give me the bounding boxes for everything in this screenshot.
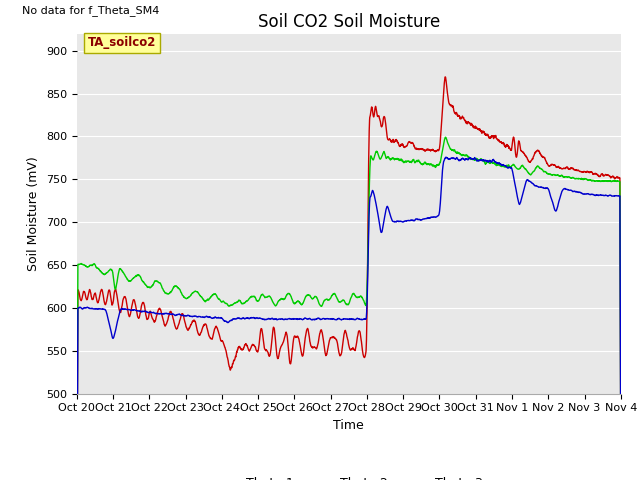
Theta 1: [442, 74, 449, 80]
Theta 1: [607, 174, 614, 180]
Theta 2: [282, 295, 289, 301]
X-axis label: Time: Time: [333, 419, 364, 432]
Theta 2: [167, 289, 175, 295]
Theta 1: [282, 331, 289, 337]
Theta 2: [607, 178, 614, 184]
Theta 1: [548, 161, 556, 167]
Line: Theta 3: Theta 3: [77, 157, 621, 480]
Theta 3: [607, 192, 614, 198]
Theta 2: [135, 272, 143, 278]
Theta 2: [305, 292, 313, 298]
Text: No data for f_Theta_SM4: No data for f_Theta_SM4: [22, 5, 160, 16]
Theta 1: [305, 332, 313, 337]
Theta 2: [442, 134, 449, 140]
Theta 2: [617, 445, 625, 451]
Theta 3: [135, 308, 143, 314]
Theta 1: [167, 309, 175, 315]
Theta 3: [305, 316, 313, 322]
Theta 3: [617, 454, 625, 460]
Theta 3: [442, 154, 450, 160]
Theta 3: [282, 316, 289, 322]
Theta 3: [167, 312, 175, 317]
Title: Soil CO2 Soil Moisture: Soil CO2 Soil Moisture: [258, 12, 440, 31]
Legend: Theta 1, Theta 2, Theta 3: Theta 1, Theta 2, Theta 3: [210, 472, 488, 480]
Theta 3: [548, 197, 556, 203]
Y-axis label: Soil Moisture (mV): Soil Moisture (mV): [28, 156, 40, 271]
Theta 2: [548, 172, 556, 178]
Line: Theta 2: Theta 2: [77, 137, 621, 480]
Theta 1: [617, 444, 625, 450]
Line: Theta 1: Theta 1: [77, 77, 621, 480]
Theta 1: [135, 315, 143, 321]
Text: TA_soilco2: TA_soilco2: [88, 36, 156, 49]
